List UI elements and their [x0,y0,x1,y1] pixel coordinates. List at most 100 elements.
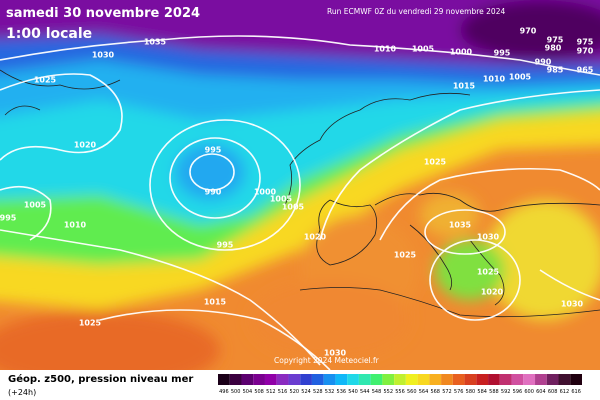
colorbar-label: 612 [560,389,570,395]
colorbar-swatch [523,374,536,385]
colorbar-swatch [452,374,465,385]
colorbar-label: 588 [489,389,499,395]
coastlines [0,69,600,318]
colorbar-swatch [464,374,477,385]
isobar-label: 1025 [477,268,500,277]
isobar-label: 1035 [144,38,167,47]
colorbar-label: 536 [337,389,347,395]
isobar-label: 980 [545,44,562,53]
colorbar-label: 524 [301,389,311,395]
colorbar-swatch [253,374,265,385]
colorbar-label: 516 [278,389,288,395]
colorbar-swatch [499,374,512,385]
colorbar-swatch [394,374,406,385]
colorbar-label: 560 [407,389,417,395]
colorbar-label: 572 [442,389,452,395]
isobar-label: 1005 [412,45,435,54]
colorbar-label: 592 [501,389,511,395]
colorbar-label: 608 [548,389,558,395]
isobar-label: 1005 [509,73,532,82]
colorbar-swatch [441,374,453,385]
colorbar-label: 512 [266,389,276,395]
isobar-label: 1030 [324,349,347,358]
colorbar-swatch [488,374,500,385]
colorbar-label: 540 [348,389,358,395]
colorbar-label: 604 [536,389,546,395]
colorbar-swatch [335,374,348,385]
isobar-label: 1000 [450,48,473,57]
colorbar-swatch [311,374,324,385]
isobar-label: 970 [577,47,594,56]
isobar-label: 1025 [424,158,447,167]
map-title: samedi 30 novembre 2024 [6,6,200,21]
isobar-label: 995 [217,241,234,250]
isobar-label: 1030 [92,51,115,60]
colorbar-swatch [347,374,359,385]
colorbar-label: 544 [360,389,370,395]
colorbar: 496 500 504 508 512 516 520 524 528 532 536 540 544 5… [218,374,582,395]
colorbar-label: 508 [254,389,264,395]
legend-title: Géop. z500, pression niveau mer [8,373,193,385]
colorbar-label: 596 [513,389,523,395]
isobar-label: 1030 [561,300,584,309]
colorbar-swatch [417,374,430,385]
colorbar-label: 548 [372,389,382,395]
isobar-label: 990 [535,58,552,67]
colorbar-label: 520 [290,389,300,395]
colorbar-label: 616 [571,389,581,395]
colorbar-swatch [241,374,254,385]
isobar-label: 1005 [270,195,293,204]
colorbar-label: 584 [477,389,487,395]
colorbar-label: 552 [383,389,393,395]
colorbar-label: 504 [243,389,253,395]
colorbar-label: 556 [395,389,405,395]
colorbar-label: 580 [466,389,476,395]
colorbar-label: 600 [524,389,534,395]
colorbar-swatch [229,374,242,385]
isobars [0,35,600,370]
isobar-label: 995 [494,49,511,58]
colorbar-swatch [323,374,336,385]
run-info: Run ECMWF 0Z du vendredi 29 novembre 202… [327,7,505,16]
colorbar-swatch [300,374,312,385]
colorbar-label: 576 [454,389,464,395]
colorbar-label: 496 [219,389,229,395]
colorbar-swatch [511,374,524,385]
colorbar-swatch [288,374,301,385]
isobar-label: 1010 [64,221,87,230]
colorbar-swatch [570,374,582,385]
isobar-label: 1015 [453,82,476,91]
colorbar-swatch [370,374,383,385]
forecast-lead: (+24h) [8,388,36,397]
colorbar-swatch [218,374,230,385]
isobar-label: 1010 [483,75,506,84]
colorbar-swatch [558,374,571,385]
isobar-label: 1005 [282,203,305,212]
isobar-label: 1030 [477,233,500,242]
isobar-label: 995 [0,214,17,223]
isobar-label: 995 [205,146,222,155]
isobar-label: 990 [205,188,222,197]
colorbar-label: 528 [313,389,323,395]
isobar-label: 1005 [24,201,47,210]
isobar-label: 1020 [304,233,327,242]
colorbar-label: 500 [231,389,241,395]
isobar-label: 975 [577,38,594,47]
isobar-label: 985 [547,66,564,75]
colorbar-label: 532 [325,389,335,395]
isobar-label: 1015 [204,298,227,307]
isobar-label: 1010 [374,45,397,54]
local-time: 1:00 locale [6,26,92,42]
isobar-label: 1020 [74,141,97,150]
isobar-label: 1025 [34,76,57,85]
isobar-label: 1000 [254,188,277,197]
isobar-label: 1020 [481,288,504,297]
copyright: Copyright 2024 Meteociel.fr [274,356,380,365]
isobar-label: 970 [520,27,537,36]
isobar-label: 1025 [394,251,417,260]
colorbar-swatch [358,374,371,385]
isobar-label: 1025 [79,319,102,328]
colorbar-swatch [535,374,547,385]
colorbar-swatch [476,374,489,385]
